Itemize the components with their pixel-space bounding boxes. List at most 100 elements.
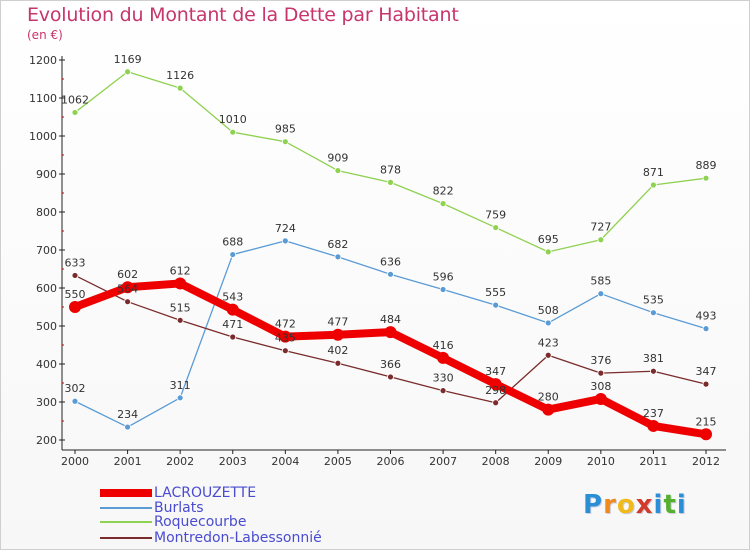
data-label: 347: [696, 365, 717, 378]
data-point: [279, 330, 292, 343]
data-point: [597, 369, 605, 377]
data-point: [229, 128, 237, 136]
data-label: 311: [170, 379, 191, 392]
data-point: [647, 419, 660, 432]
data-point: [281, 237, 289, 245]
data-point: [544, 248, 552, 256]
chart-unit-label: (en €): [27, 28, 63, 42]
data-label: 477: [327, 316, 348, 329]
data-point: [702, 325, 710, 333]
data-point: [492, 301, 500, 309]
data-label: 435: [275, 332, 296, 345]
legend-item-lacrouzette: LACROUZETTE: [100, 485, 256, 501]
x-tick-label: 2003: [219, 455, 247, 468]
legend-label: Roquecourbe: [154, 514, 247, 530]
data-point: [492, 399, 500, 407]
data-point: [544, 319, 552, 327]
data-label: 822: [433, 185, 454, 198]
x-tick-label: 2011: [639, 455, 667, 468]
data-label: 543: [222, 291, 243, 304]
data-point: [176, 394, 184, 402]
x-tick-label: 2008: [482, 455, 510, 468]
legend-label: LACROUZETTE: [154, 485, 257, 501]
y-tick-label: 400: [36, 358, 57, 371]
y-tick-label: 200: [36, 434, 57, 447]
legend-item-roquecourbe: Roquecourbe: [100, 514, 246, 530]
data-label: 237: [643, 407, 664, 420]
legend-swatch: [100, 489, 152, 497]
data-label: 416: [433, 339, 454, 352]
data-label: 695: [538, 233, 559, 246]
data-point: [69, 301, 81, 313]
data-label: 636: [380, 255, 401, 268]
legend-swatch: [100, 521, 152, 523]
data-point: [176, 316, 184, 324]
data-label: 759: [485, 209, 506, 222]
data-label: 347: [485, 365, 506, 378]
data-point: [597, 236, 605, 244]
data-label: 515: [170, 301, 191, 314]
data-point: [439, 200, 447, 208]
data-label: 688: [222, 236, 243, 249]
y-tick-label: 1200: [29, 54, 57, 67]
legend-item-burlats: Burlats: [100, 500, 204, 516]
data-point: [334, 359, 342, 367]
data-point: [334, 167, 342, 174]
data-point: [542, 403, 555, 416]
data-point: [387, 270, 394, 278]
data-label: 878: [380, 163, 401, 176]
data-label: 402: [327, 344, 348, 357]
data-label: 302: [65, 382, 86, 395]
data-label: 550: [65, 288, 86, 301]
data-point: [702, 174, 710, 182]
x-tick-label: 2012: [692, 455, 720, 468]
data-label: 308: [590, 380, 611, 393]
data-point: [229, 251, 237, 258]
data-point: [331, 328, 344, 341]
data-point: [124, 68, 131, 76]
data-point: [439, 387, 447, 395]
data-label: 330: [433, 372, 454, 385]
data-label: 234: [117, 408, 138, 421]
data-label: 471: [222, 318, 243, 331]
data-point: [226, 303, 239, 316]
x-tick-label: 2005: [324, 455, 352, 468]
data-label: 564: [117, 283, 138, 296]
data-label: 727: [590, 221, 611, 234]
y-tick-label: 300: [36, 396, 57, 409]
y-tick-label: 500: [36, 320, 57, 333]
data-point: [174, 277, 187, 290]
data-label: 555: [485, 286, 506, 299]
y-tick-label: 1000: [29, 130, 57, 143]
data-label: 1126: [166, 69, 194, 82]
x-tick-label: 2001: [114, 455, 142, 468]
proxiti-logo: Proxiti: [583, 490, 687, 520]
x-tick-label: 2004: [271, 455, 299, 468]
data-label: 889: [696, 159, 717, 172]
data-point: [650, 181, 657, 189]
data-label: 280: [538, 391, 559, 404]
data-label: 871: [643, 166, 664, 179]
data-point: [700, 428, 712, 441]
data-label: 508: [538, 304, 559, 317]
legend-label: Montredon-Labessonnié: [154, 530, 322, 546]
data-point: [71, 397, 79, 405]
data-point: [334, 253, 342, 261]
data-point: [384, 326, 397, 339]
data-point: [387, 373, 394, 381]
x-tick-label: 2006: [377, 455, 405, 468]
data-label: 985: [275, 123, 296, 136]
y-tick-label: 1100: [29, 92, 57, 105]
x-tick-label: 2007: [429, 455, 457, 468]
legend-label: Burlats: [154, 500, 204, 516]
data-point: [176, 84, 184, 92]
data-label: 682: [327, 238, 348, 251]
data-label: 724: [275, 222, 296, 235]
data-point: [594, 392, 607, 405]
legend-swatch: [100, 507, 152, 509]
data-label: 423: [538, 336, 559, 349]
data-label: 381: [643, 352, 664, 365]
series-line-roquecourbe: [74, 71, 707, 253]
data-point: [124, 298, 131, 306]
